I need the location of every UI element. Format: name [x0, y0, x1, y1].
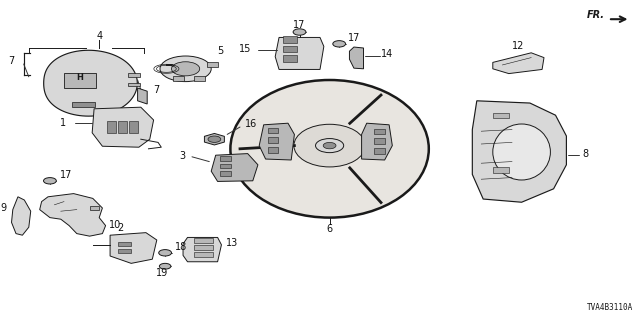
- Text: 16: 16: [245, 119, 257, 130]
- Text: 2: 2: [117, 223, 124, 233]
- Polygon shape: [275, 37, 324, 69]
- Polygon shape: [493, 53, 544, 74]
- Text: 4: 4: [96, 31, 102, 41]
- Bar: [194, 76, 205, 81]
- Circle shape: [44, 178, 56, 184]
- Bar: [118, 121, 127, 133]
- Text: 15: 15: [239, 44, 252, 54]
- Bar: [129, 121, 138, 133]
- Text: 8: 8: [582, 148, 589, 159]
- Text: 17: 17: [60, 170, 72, 180]
- Text: 7: 7: [154, 84, 160, 95]
- Polygon shape: [362, 123, 392, 160]
- Ellipse shape: [493, 124, 550, 180]
- Circle shape: [159, 263, 171, 269]
- Bar: [194, 245, 213, 250]
- Bar: [283, 46, 297, 52]
- Bar: [220, 156, 231, 161]
- Text: 13: 13: [226, 238, 238, 248]
- Text: 6: 6: [326, 224, 333, 234]
- Bar: [128, 73, 140, 77]
- Text: 7: 7: [8, 56, 14, 66]
- Text: 3: 3: [179, 151, 186, 161]
- Polygon shape: [92, 107, 154, 147]
- Text: 5: 5: [218, 46, 224, 56]
- Bar: [268, 128, 278, 133]
- Bar: [64, 73, 96, 88]
- Bar: [374, 138, 385, 144]
- Ellipse shape: [230, 80, 429, 218]
- Bar: [220, 164, 231, 168]
- Bar: [173, 76, 184, 81]
- Bar: [72, 102, 95, 107]
- Polygon shape: [472, 101, 566, 202]
- Text: 9: 9: [0, 203, 6, 213]
- Text: 1: 1: [60, 118, 67, 128]
- Polygon shape: [110, 233, 157, 263]
- Text: 10: 10: [109, 220, 121, 230]
- Text: 18: 18: [175, 242, 188, 252]
- Text: 12: 12: [512, 41, 525, 51]
- Circle shape: [323, 142, 336, 149]
- Text: 17: 17: [293, 20, 306, 30]
- Bar: [194, 252, 213, 257]
- Bar: [493, 167, 509, 173]
- Circle shape: [172, 62, 200, 76]
- Bar: [374, 129, 385, 134]
- Bar: [118, 242, 131, 246]
- Ellipse shape: [294, 124, 365, 167]
- Bar: [493, 113, 509, 118]
- Text: 14: 14: [381, 49, 394, 60]
- Bar: [194, 238, 213, 243]
- Bar: [268, 147, 278, 153]
- Bar: [128, 83, 140, 86]
- Circle shape: [333, 41, 346, 47]
- Polygon shape: [44, 50, 138, 116]
- Bar: [220, 171, 231, 176]
- Circle shape: [160, 56, 211, 82]
- Circle shape: [293, 29, 306, 35]
- Polygon shape: [259, 123, 294, 160]
- Bar: [374, 148, 385, 154]
- Circle shape: [159, 250, 172, 256]
- Polygon shape: [204, 133, 225, 145]
- Circle shape: [316, 139, 344, 153]
- Text: 17: 17: [348, 33, 360, 44]
- Bar: [207, 62, 218, 67]
- Text: 19: 19: [156, 268, 168, 278]
- Circle shape: [208, 136, 221, 142]
- Bar: [118, 249, 131, 253]
- Bar: [283, 55, 297, 62]
- Polygon shape: [183, 237, 221, 262]
- Bar: [268, 137, 278, 143]
- Polygon shape: [40, 194, 106, 236]
- Bar: [283, 36, 297, 43]
- Text: FR.: FR.: [587, 10, 605, 20]
- Polygon shape: [12, 197, 31, 235]
- Polygon shape: [211, 154, 258, 181]
- Bar: [107, 121, 116, 133]
- Text: H: H: [77, 73, 83, 82]
- Polygon shape: [349, 47, 364, 69]
- Polygon shape: [138, 88, 147, 104]
- Text: TVA4B3110A: TVA4B3110A: [588, 303, 634, 312]
- Polygon shape: [90, 206, 99, 210]
